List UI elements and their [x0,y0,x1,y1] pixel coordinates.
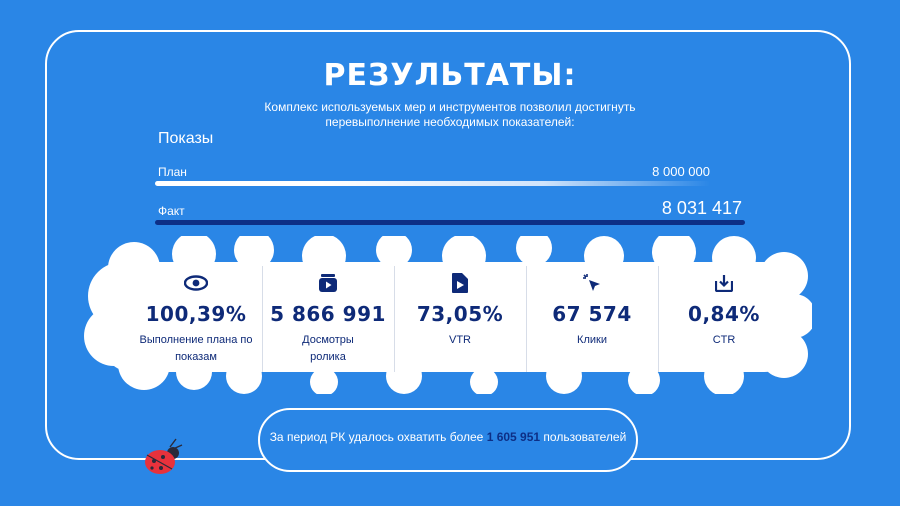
fact-value: 8 031 417 [661,198,742,218]
fact-bar [155,220,745,225]
subtitle-line-2: перевыполнение необходимых показателей: [325,115,575,129]
footer-highlight: 1 605 951 [486,430,541,444]
stat-caption: Выполнение плана по показам [139,334,253,363]
stat-value: 100,39% [145,302,247,326]
plan-bar [155,181,710,186]
download-icon [715,270,733,296]
impressions-label: Показы [158,130,214,147]
stat-caption: CTR [712,334,736,346]
fact-label: Факт [158,204,185,218]
stat-ctr: 0,84% CTR [658,262,790,380]
stat-value: 0,84% [688,302,760,326]
ladybug-icon [140,437,188,482]
plan-value: 8 000 000 [652,164,710,179]
plan-label: План [158,165,187,179]
cloud-shape [84,236,812,394]
stat-clicks: 67 574 Клики [526,262,658,380]
stat-vtr: 73,05% VTR [394,262,526,380]
footer-pill [258,408,638,472]
stat-video-views: 5 866 991 Досмотры ролика [262,262,394,380]
page-title: РЕЗУЛЬТАТЫ: [323,58,577,93]
document-play-icon [451,270,469,296]
video-play-icon [318,270,338,296]
stats-cloud-background [84,236,812,394]
subtitle-line-1: Комплекс используемых мер и инструментов… [264,100,636,114]
stats-row: 100,39% Выполнение плана по показам 5 866… [130,262,790,380]
eye-icon [184,270,208,296]
stat-caption: Досмотры ролика [302,334,354,363]
stat-value: 73,05% [416,302,504,326]
stat-value: 67 574 [552,302,632,326]
stat-caption: Клики [577,334,607,346]
stat-caption: VTR [449,334,471,346]
stat-plan-completion: 100,39% Выполнение плана по показам [130,262,262,380]
cursor-click-icon [582,270,602,296]
footer-text: За период РК удалось охватить более 1 60… [269,430,627,444]
stat-value: 5 866 991 [270,302,386,326]
page-subtitle: Комплекс используемых мер и инструментов… [250,100,650,130]
